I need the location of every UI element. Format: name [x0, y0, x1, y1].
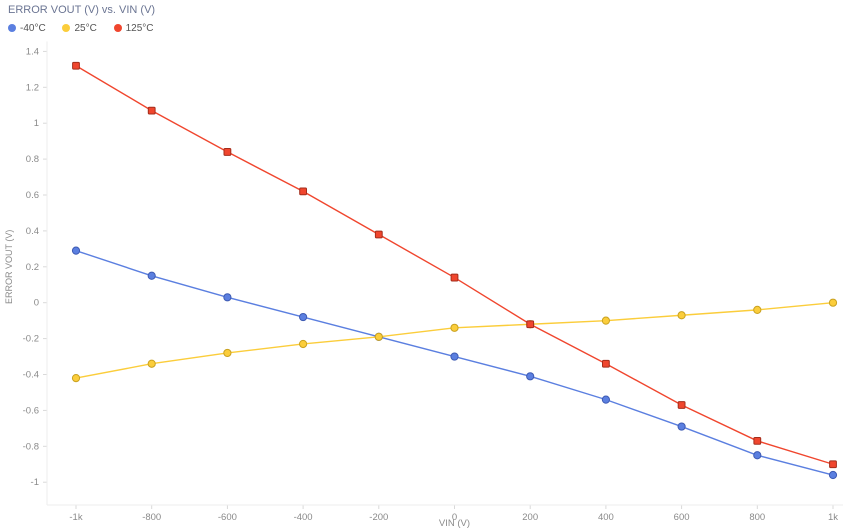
svg-text:400: 400 — [598, 512, 614, 523]
svg-text:0.4: 0.4 — [26, 226, 39, 237]
svg-text:-0.6: -0.6 — [23, 405, 39, 416]
svg-text:-0.2: -0.2 — [23, 334, 39, 345]
svg-text:800: 800 — [749, 512, 765, 523]
svg-text:0.2: 0.2 — [26, 262, 39, 273]
svg-text:-1: -1 — [31, 477, 39, 488]
svg-text:-0.8: -0.8 — [23, 441, 39, 452]
svg-text:1: 1 — [34, 118, 39, 129]
svg-text:1.4: 1.4 — [26, 46, 39, 57]
svg-text:-800: -800 — [142, 512, 161, 523]
svg-text:-0.4: -0.4 — [23, 370, 39, 381]
svg-text:0.8: 0.8 — [26, 154, 39, 165]
svg-text:VIN (V): VIN (V) — [439, 518, 470, 529]
svg-text:0.6: 0.6 — [26, 190, 39, 201]
svg-text:1.2: 1.2 — [26, 82, 39, 93]
svg-text:-200: -200 — [369, 512, 388, 523]
svg-text:-600: -600 — [218, 512, 237, 523]
svg-text:200: 200 — [522, 512, 538, 523]
svg-text:ERROR VOUT (V): ERROR VOUT (V) — [4, 230, 14, 304]
svg-text:0: 0 — [34, 298, 39, 309]
svg-text:-400: -400 — [294, 512, 313, 523]
svg-text:1k: 1k — [828, 512, 838, 523]
svg-text:-1k: -1k — [69, 512, 82, 523]
svg-text:600: 600 — [674, 512, 690, 523]
